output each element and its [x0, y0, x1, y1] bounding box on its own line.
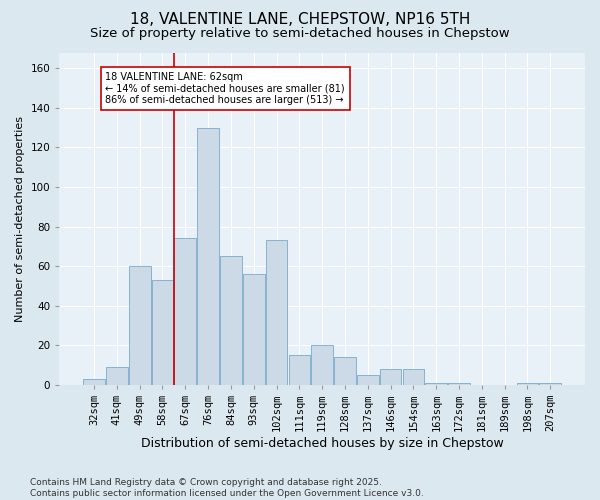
X-axis label: Distribution of semi-detached houses by size in Chepstow: Distribution of semi-detached houses by … — [141, 437, 503, 450]
Bar — [517, 383, 538, 385]
Bar — [289, 355, 310, 385]
Bar — [129, 266, 151, 385]
Bar — [83, 379, 105, 385]
Bar — [106, 367, 128, 385]
Bar — [266, 240, 287, 385]
Text: Contains HM Land Registry data © Crown copyright and database right 2025.
Contai: Contains HM Land Registry data © Crown c… — [30, 478, 424, 498]
Bar — [539, 383, 561, 385]
Bar — [448, 383, 470, 385]
Bar — [175, 238, 196, 385]
Bar — [334, 357, 356, 385]
Bar — [380, 369, 401, 385]
Text: 18 VALENTINE LANE: 62sqm
← 14% of semi-detached houses are smaller (81)
86% of s: 18 VALENTINE LANE: 62sqm ← 14% of semi-d… — [106, 72, 345, 106]
Bar — [152, 280, 173, 385]
Bar — [425, 383, 447, 385]
Bar — [311, 346, 333, 385]
Text: Size of property relative to semi-detached houses in Chepstow: Size of property relative to semi-detach… — [90, 28, 510, 40]
Bar — [357, 375, 379, 385]
Bar — [220, 256, 242, 385]
Bar — [243, 274, 265, 385]
Bar — [197, 128, 219, 385]
Bar — [403, 369, 424, 385]
Text: 18, VALENTINE LANE, CHEPSTOW, NP16 5TH: 18, VALENTINE LANE, CHEPSTOW, NP16 5TH — [130, 12, 470, 28]
Y-axis label: Number of semi-detached properties: Number of semi-detached properties — [15, 116, 25, 322]
